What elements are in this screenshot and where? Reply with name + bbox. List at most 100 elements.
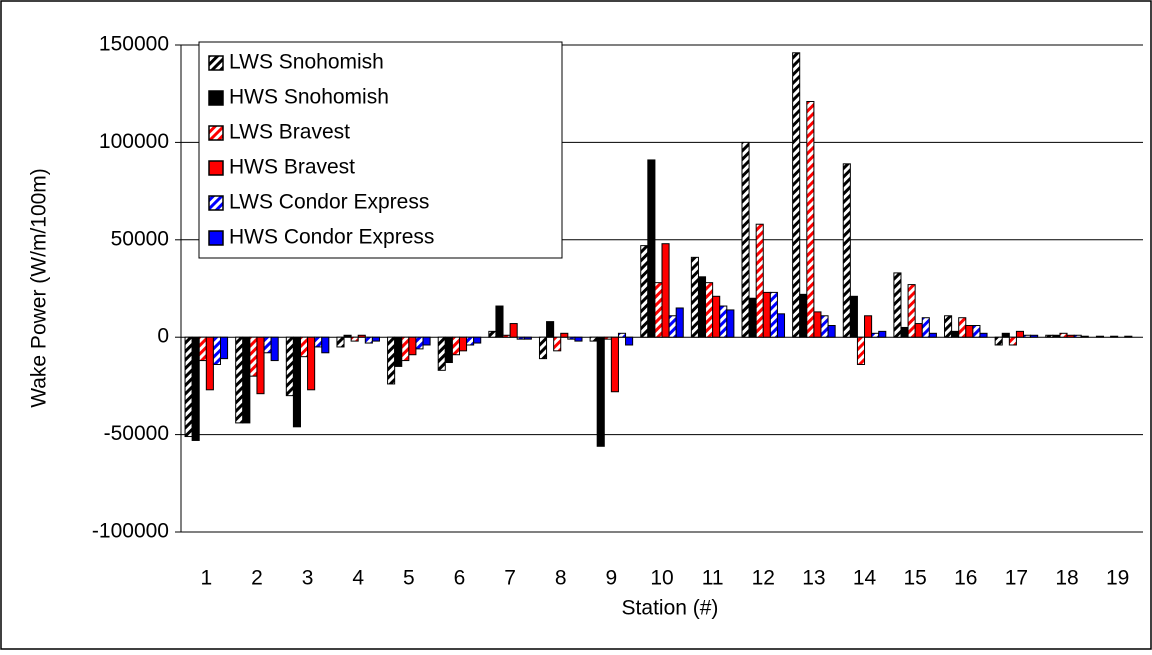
y-tick-label: 0: [157, 325, 169, 348]
bar: [661, 243, 670, 338]
bar: [748, 297, 757, 338]
bar: [705, 282, 714, 338]
bar: [972, 325, 981, 338]
bar: [466, 336, 475, 346]
x-tick-label: 19: [1106, 567, 1129, 590]
bar: [893, 272, 902, 338]
bar: [871, 332, 880, 338]
bar: [364, 336, 373, 344]
bar: [387, 336, 396, 385]
bar: [437, 336, 446, 371]
bar: [343, 334, 352, 338]
bar: [719, 305, 728, 338]
bar: [205, 336, 214, 391]
x-tick-label: 18: [1055, 567, 1078, 590]
bar: [401, 336, 410, 362]
bar: [741, 141, 750, 338]
bar: [928, 332, 937, 338]
legend-swatch: [208, 195, 224, 211]
bar: [191, 336, 200, 441]
legend-label: LWS Bravest: [229, 121, 350, 144]
x-tick-label: 15: [903, 567, 926, 590]
bar: [921, 317, 930, 338]
bar: [610, 336, 619, 393]
bar: [640, 245, 649, 338]
bar: [675, 307, 684, 338]
bar: [502, 334, 511, 338]
x-tick-label: 14: [853, 567, 877, 590]
bar: [813, 311, 822, 338]
bar: [242, 336, 251, 424]
bar: [184, 336, 193, 438]
bar: [235, 336, 244, 424]
bar: [350, 336, 359, 342]
bar: [979, 332, 988, 338]
bar: [249, 336, 258, 377]
bar: [560, 332, 569, 338]
y-tick-label: 150000: [99, 33, 169, 56]
x-tick-label: 2: [251, 567, 263, 590]
bar: [755, 223, 764, 338]
bar: [488, 330, 497, 338]
bar: [422, 336, 431, 346]
bar: [668, 315, 677, 338]
bar: [914, 323, 923, 338]
y-tick-label: 100000: [99, 130, 169, 153]
bar: [538, 336, 548, 360]
bar: [820, 315, 829, 338]
x-tick-label: 8: [555, 567, 567, 590]
bar: [856, 336, 866, 365]
bar: [1124, 335, 1133, 338]
legend-swatch: [208, 55, 224, 71]
bar: [567, 336, 576, 340]
bar: [776, 313, 786, 338]
bar: [1080, 335, 1089, 338]
bar: [907, 284, 916, 338]
bar: [523, 336, 532, 340]
bar: [994, 336, 1003, 346]
x-tick-label: 4: [352, 567, 364, 590]
bar: [553, 336, 562, 352]
bar: [806, 100, 815, 338]
bar: [509, 323, 518, 338]
bar: [596, 336, 605, 447]
bar: [1110, 335, 1119, 338]
legend-label: HWS Condor Express: [229, 226, 434, 249]
legend-swatch: [208, 125, 224, 141]
bar: [495, 305, 504, 338]
bar: [219, 336, 229, 360]
x-tick-label: 13: [802, 567, 825, 590]
bar: [292, 336, 301, 428]
bar: [314, 336, 323, 348]
bar: [458, 336, 468, 352]
bar: [792, 52, 801, 338]
bar: [1052, 334, 1061, 338]
bar: [285, 336, 294, 397]
x-tick-label: 7: [504, 567, 516, 590]
bar: [270, 336, 279, 362]
legend-label: HWS Bravest: [229, 156, 355, 179]
bar: [299, 336, 309, 358]
bar: [1001, 332, 1010, 338]
x-tick-label: 1: [200, 567, 212, 590]
bar: [307, 336, 316, 391]
bar: [212, 336, 221, 365]
legend-label: LWS Condor Express: [229, 191, 429, 214]
bar: [1008, 336, 1017, 346]
bar: [473, 336, 482, 344]
x-tick-label: 16: [954, 567, 977, 590]
bar: [726, 309, 735, 338]
bar: [769, 291, 778, 338]
legend-swatch: [208, 160, 224, 176]
bar: [321, 336, 330, 354]
bar: [827, 325, 836, 338]
bar: [263, 336, 272, 354]
bar: [394, 336, 403, 367]
bar: [951, 330, 960, 338]
bar: [965, 325, 974, 338]
bar: [944, 315, 953, 338]
bar: [516, 336, 525, 340]
bar: [415, 336, 424, 350]
